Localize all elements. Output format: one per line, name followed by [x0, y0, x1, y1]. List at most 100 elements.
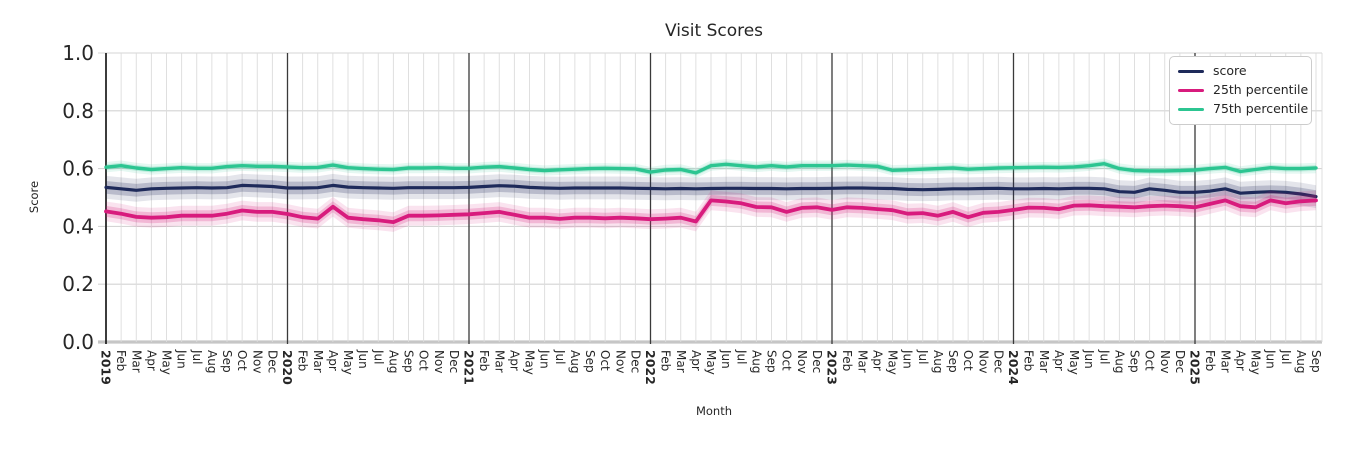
x-tick-label: Mar: [1218, 350, 1232, 373]
x-tick-label: Feb: [477, 350, 491, 371]
x-tick-label: Feb: [840, 350, 854, 371]
x-tick-label: Feb: [114, 350, 128, 371]
x-tick-label: Jul: [1097, 349, 1111, 364]
x-tick-label: Jul: [1279, 349, 1293, 364]
legend: score 25th percentile 75th percentile: [1169, 56, 1312, 125]
x-tick-label: Dec: [1173, 350, 1187, 373]
y-tick-label: 0.6: [62, 157, 94, 181]
x-tick-label: Feb: [296, 350, 310, 371]
chart-title: Visit Scores: [664, 21, 764, 41]
75th percentile-line: [104, 162, 1318, 175]
25th percentile-outer-band: [106, 190, 1316, 232]
x-axis-label: Month: [695, 404, 733, 418]
x-tick-label: 2025: [1188, 350, 1203, 385]
x-tick-label: Apr: [144, 350, 158, 371]
x-tick-label: Oct: [961, 350, 975, 371]
x-tick-label: Apr: [689, 350, 703, 371]
x-tick-label: 2021: [462, 350, 477, 385]
x-tick-label: Jun: [901, 349, 915, 369]
x-tick-label: 2022: [643, 350, 658, 385]
x-tick-label: Apr: [870, 350, 884, 371]
x-tick-label: Feb: [1203, 350, 1217, 371]
legend-item-25th-percentile: 25th percentile: [1178, 81, 1308, 100]
x-tick-label: Sep: [1128, 350, 1142, 373]
x-tick-label: Aug: [1294, 350, 1308, 373]
x-tick-label: Oct: [1143, 350, 1157, 371]
x-tick-label: Aug: [1112, 350, 1126, 373]
25th percentile-band: [106, 194, 1316, 228]
x-tick-label: Aug: [749, 350, 763, 373]
x-tick-label: Nov: [976, 350, 990, 373]
x-tick-label: Jul: [371, 349, 385, 364]
x-tick-label: Dec: [265, 350, 279, 373]
x-tick-label: Jul: [916, 349, 930, 364]
x-tick-label: Sep: [583, 350, 597, 373]
x-tick-label: Apr: [1052, 350, 1066, 371]
x-tick-label: Aug: [205, 350, 219, 373]
percentile25-line-swatch-icon: [1178, 88, 1204, 93]
x-tick-label: Sep: [220, 350, 234, 373]
x-tick-label: Apr: [507, 350, 521, 371]
x-tick-label: Aug: [386, 350, 400, 373]
x-tick-label: 2019: [99, 350, 114, 385]
x-tick-label: 2020: [280, 350, 295, 385]
x-tick-label: Oct: [235, 350, 249, 371]
x-tick-label: Jul: [553, 349, 567, 364]
x-tick-label: Feb: [659, 350, 673, 371]
x-tick-label: Dec: [628, 350, 642, 373]
x-tick-label: Mar: [855, 350, 869, 373]
x-tick-label: Jun: [719, 349, 733, 369]
x-tick-label: May: [160, 350, 174, 375]
x-tick-label: Jun: [538, 349, 552, 369]
x-tick-label: Nov: [613, 350, 627, 373]
x-tick-label: Mar: [674, 350, 688, 373]
x-tick-label: May: [886, 350, 900, 375]
x-tick-label: May: [1249, 350, 1263, 375]
x-tick-label: 2024: [1006, 350, 1021, 385]
legend-label-25th-percentile: 25th percentile: [1213, 82, 1309, 98]
score-line: [104, 183, 1318, 199]
y-tick-label: 0.8: [62, 99, 94, 123]
x-tick-label: Feb: [1022, 350, 1036, 371]
x-tick-label: May: [1067, 350, 1081, 375]
y-tick-label: 0.4: [62, 214, 94, 238]
y-tick-label: 0.0: [62, 330, 94, 354]
percentile75-line-swatch-icon: [1178, 107, 1204, 112]
x-tick-label: Apr: [1233, 350, 1247, 371]
y-tick-label: 0.2: [62, 272, 94, 296]
x-tick-label: Jul: [734, 349, 748, 364]
x-tick-label: May: [341, 350, 355, 375]
x-tick-label: Mar: [129, 350, 143, 373]
75th percentile-band: [106, 160, 1316, 176]
x-tick-label: Sep: [765, 350, 779, 373]
x-tick-label: Jun: [1264, 349, 1278, 369]
score-line-swatch-icon: [1178, 69, 1204, 74]
x-tick-label: Aug: [931, 350, 945, 373]
x-tick-label: Mar: [492, 350, 506, 373]
75th percentile-outer-band: [106, 158, 1316, 179]
x-tick-label: Mar: [1037, 350, 1051, 373]
x-tick-label: Dec: [447, 350, 461, 373]
x-tick-label: Sep: [1309, 350, 1323, 373]
score-outer-band: [106, 173, 1316, 209]
legend-item-75th-percentile: 75th percentile: [1178, 100, 1308, 119]
legend-item-score: score: [1178, 62, 1303, 81]
x-tick-label: Jun: [1082, 349, 1096, 369]
x-tick-label: Oct: [598, 350, 612, 371]
x-tick-label: Nov: [795, 350, 809, 373]
x-tick-label: Jun: [356, 349, 370, 369]
x-tick-label: Aug: [568, 350, 582, 373]
x-tick-label: Dec: [810, 350, 824, 373]
x-tick-label: Nov: [432, 350, 446, 373]
x-tick-label: Jun: [175, 349, 189, 369]
x-tick-label: May: [523, 350, 537, 375]
x-tick-label: Oct: [780, 350, 794, 371]
x-tick-label: Nov: [1158, 350, 1172, 373]
x-tick-label: Jul: [190, 349, 204, 364]
x-tick-label: Apr: [326, 350, 340, 371]
x-tick-label: 2023: [825, 350, 840, 385]
x-tick-label: Sep: [946, 350, 960, 373]
score-band: [106, 179, 1316, 203]
